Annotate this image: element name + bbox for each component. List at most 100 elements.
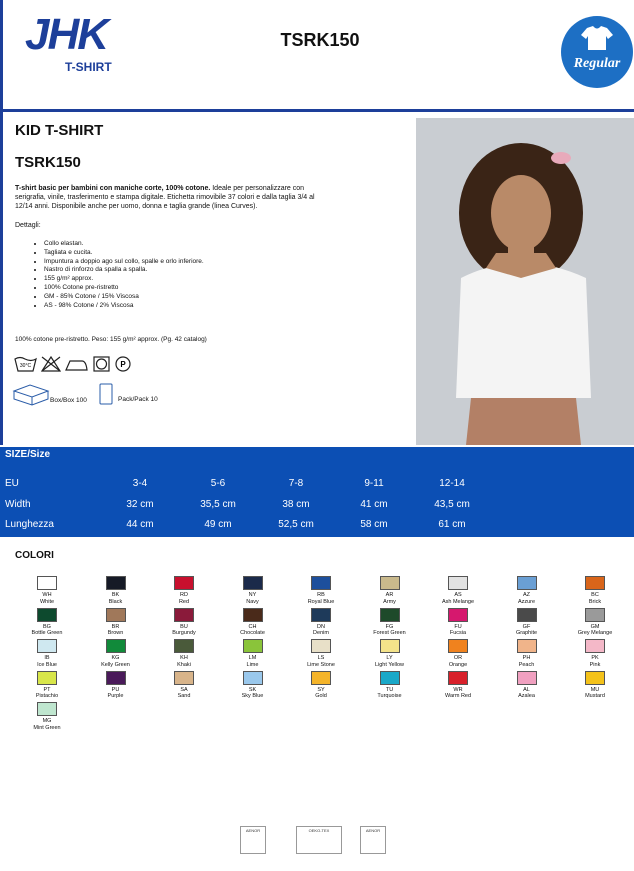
color-name: Fucsia bbox=[449, 630, 467, 636]
color-code: AR bbox=[385, 592, 394, 598]
color-chip bbox=[379, 607, 400, 622]
size-cell: 43,5 cm bbox=[434, 499, 470, 510]
color-code: BG bbox=[43, 623, 51, 630]
color-chip bbox=[585, 670, 605, 685]
color-swatch: PK Pink bbox=[565, 639, 625, 668]
color-swatch: BG Bottle Green bbox=[17, 607, 77, 637]
color-chip bbox=[105, 607, 126, 622]
color-code: OR bbox=[453, 655, 463, 661]
fit-badge: Regular bbox=[561, 16, 633, 88]
color-code: MU bbox=[590, 686, 600, 693]
color-code: RD bbox=[180, 592, 188, 598]
color-chip bbox=[311, 639, 331, 653]
color-chip bbox=[242, 576, 263, 590]
shirt-icon bbox=[581, 26, 613, 50]
size-cell: 38 cm bbox=[282, 499, 310, 510]
product-title: KID T-SHIRT bbox=[15, 122, 104, 139]
color-chip bbox=[379, 576, 400, 590]
color-code: AL bbox=[523, 686, 530, 693]
color-name: Navy bbox=[246, 598, 259, 605]
color-swatch: PU Purple bbox=[86, 670, 146, 700]
color-name: Red bbox=[178, 598, 190, 605]
color-code: CH bbox=[248, 623, 257, 630]
color-swatch: LY Light Yellow bbox=[360, 639, 420, 668]
color-code: LY bbox=[386, 655, 393, 661]
color-chip bbox=[448, 670, 468, 685]
color-name: Lime Stone bbox=[307, 661, 335, 668]
color-chip bbox=[311, 670, 331, 685]
color-swatch: SY Gold bbox=[291, 670, 351, 700]
color-swatch: SA Sand bbox=[154, 670, 214, 700]
color-chip bbox=[37, 670, 57, 685]
rule bbox=[0, 112, 3, 445]
color-swatch: OR Orange bbox=[428, 639, 488, 668]
color-swatch: WR Warm Red bbox=[428, 670, 488, 700]
color-name: Sky Blue bbox=[241, 693, 264, 699]
pack-icons bbox=[12, 383, 113, 406]
color-code: BR bbox=[111, 623, 120, 630]
color-swatch: BR Brown bbox=[86, 607, 146, 637]
size-title: SIZE/Size bbox=[5, 449, 51, 460]
color-swatch: GM Grey Melange bbox=[565, 607, 625, 637]
color-name: Khaki bbox=[177, 661, 191, 668]
color-chip bbox=[448, 639, 468, 653]
color-name: Warm Red bbox=[444, 693, 472, 699]
care-icons: 30°C P bbox=[14, 355, 131, 372]
color-name: Ice Blue bbox=[37, 661, 57, 668]
color-code: NY bbox=[248, 592, 257, 598]
color-name: Mint Green bbox=[33, 724, 61, 731]
color-swatch: BU Burgundy bbox=[154, 607, 214, 637]
size-cell: 9-11 bbox=[364, 478, 384, 489]
color-name: Kelly Green bbox=[101, 661, 130, 668]
detail-item: 100% Cotone pre-ristretto bbox=[44, 284, 204, 293]
product-photo bbox=[416, 118, 634, 445]
size-cell: 3-4 bbox=[132, 478, 148, 489]
color-chip bbox=[516, 670, 537, 685]
size-cell: 58 cm bbox=[360, 519, 388, 530]
color-code: KG bbox=[111, 655, 120, 661]
color-code: SK bbox=[248, 686, 257, 693]
color-swatch: MU Mustard bbox=[565, 670, 625, 700]
color-swatch: AR Army bbox=[360, 576, 420, 605]
logo-subtitle: T-SHIRT bbox=[65, 60, 112, 74]
color-chip bbox=[37, 639, 57, 653]
color-chip bbox=[585, 639, 605, 653]
color-chip bbox=[105, 639, 126, 653]
color-swatch: DN Denim bbox=[291, 607, 351, 637]
size-cell: 52,5 cm bbox=[278, 519, 314, 530]
care-p: P bbox=[120, 360, 126, 369]
color-swatch: SK Sky Blue bbox=[223, 670, 283, 700]
size-cell: 12-14 bbox=[439, 478, 465, 489]
color-chip bbox=[311, 576, 331, 590]
color-code: MG bbox=[42, 718, 52, 724]
row-label: Width bbox=[5, 499, 31, 510]
color-name: Mustard bbox=[585, 693, 605, 699]
color-code: AZ bbox=[522, 592, 531, 598]
color-name: Purple bbox=[107, 693, 124, 699]
composition: 100% cotone pre-ristretto. Peso: 155 g/m… bbox=[15, 336, 207, 343]
color-code: BU bbox=[180, 623, 188, 630]
cert-logo: AENOR bbox=[360, 826, 386, 854]
color-swatch: PH Peach bbox=[497, 639, 557, 668]
color-swatch: MG Mint Green bbox=[17, 702, 77, 731]
color-code: DN bbox=[317, 623, 325, 630]
row-label: EU bbox=[5, 478, 19, 489]
color-chip bbox=[37, 702, 57, 716]
detail-item: Nastro di rinforzo da spalla a spalla. bbox=[44, 266, 204, 275]
color-chip bbox=[585, 576, 605, 590]
color-swatch: KH Khaki bbox=[154, 639, 214, 668]
color-swatch: LM Lime bbox=[223, 639, 283, 668]
size-cell: 41 cm bbox=[360, 499, 388, 510]
colors-title: COLORI bbox=[15, 550, 54, 561]
color-swatch: PT Pistachio bbox=[17, 670, 77, 700]
badge-text: Regular bbox=[573, 56, 621, 71]
color-chip bbox=[37, 607, 57, 622]
color-chip bbox=[174, 607, 194, 622]
description: T-shirt basic per bambini con maniche co… bbox=[15, 184, 320, 211]
color-code: PU bbox=[111, 686, 120, 693]
color-chip bbox=[379, 670, 400, 685]
color-code: PK bbox=[591, 655, 599, 661]
color-chip bbox=[311, 607, 331, 622]
wash-temp: 30°C bbox=[20, 363, 32, 369]
color-code: GF bbox=[522, 623, 531, 630]
